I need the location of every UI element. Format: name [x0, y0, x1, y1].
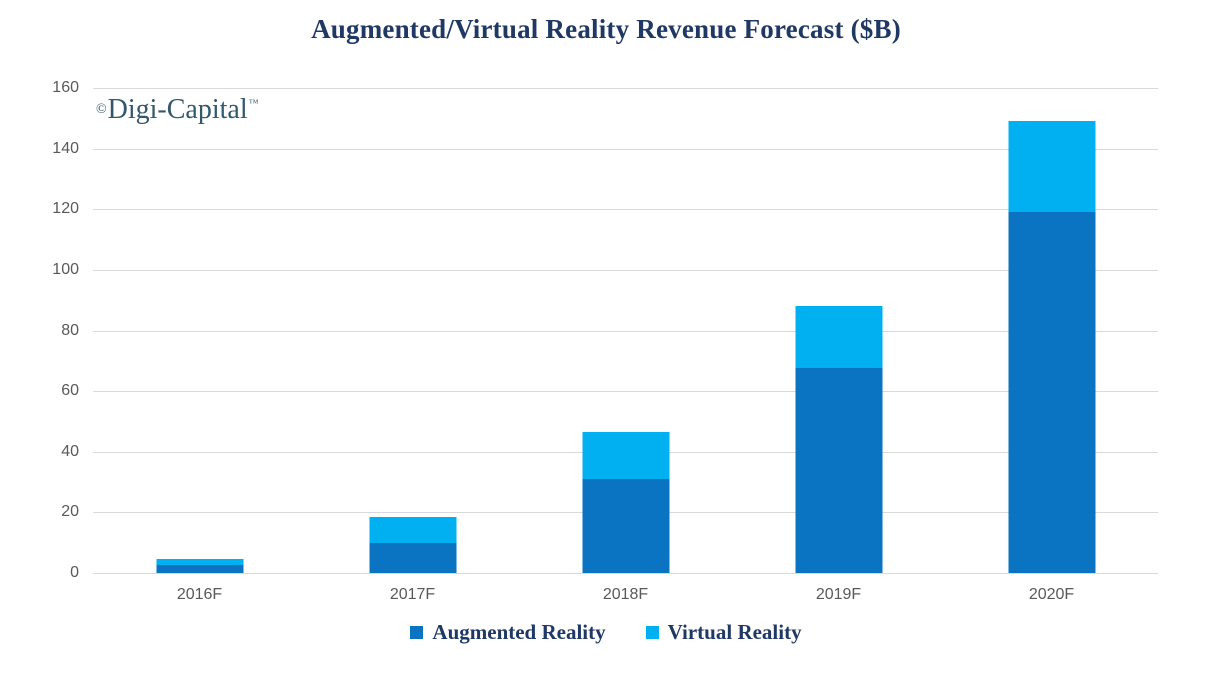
y-axis-tick-label-80: 80 — [61, 321, 79, 339]
gridline-0 — [93, 573, 1158, 574]
bar-segment-2020F-augmented-reality — [1008, 212, 1095, 573]
gridline-60 — [93, 391, 1158, 393]
bar-segment-2019F-virtual-reality — [795, 306, 882, 369]
x-axis-tick-label-2020F: 2020F — [1028, 586, 1075, 603]
y-axis-tick-label-20: 20 — [61, 503, 79, 521]
chart-legend: Augmented Reality Virtual Reality — [0, 620, 1212, 645]
bar-2016F — [156, 559, 243, 573]
bar-2017F — [369, 516, 456, 573]
gridline-140 — [93, 148, 1158, 150]
copyright-icon: © — [96, 102, 107, 117]
bar-segment-2018F-virtual-reality — [582, 432, 669, 480]
gridline-80 — [93, 330, 1158, 332]
bar-segment-2018F-augmented-reality — [582, 479, 669, 573]
virtual-reality-swatch-icon — [645, 626, 659, 639]
trademark-icon: ™ — [248, 98, 259, 109]
bar-2018F — [582, 432, 669, 573]
x-axis-tick-label-2019F: 2019F — [815, 586, 862, 603]
y-axis-tick-label-120: 120 — [52, 200, 79, 218]
x-axis-tick-label-2016F: 2016F — [176, 586, 223, 603]
y-axis-tick-label-140: 140 — [52, 139, 79, 157]
bar-segment-2020F-virtual-reality — [1008, 121, 1095, 213]
y-axis-tick-label-100: 100 — [52, 260, 79, 278]
bar-2019F — [795, 306, 882, 573]
y-axis-tick-label-160: 160 — [52, 79, 79, 96]
bar-segment-2017F-augmented-reality — [369, 542, 456, 573]
bar-segment-2016F-virtual-reality — [156, 559, 243, 566]
plot-area: 0 20 40 60 80 100 120 140 160 2016F 2017F 2018F 2019… — [52, 80, 1158, 603]
y-axis-tick-label-60: 60 — [61, 382, 79, 400]
chart-title: Augmented/Virtual Reality Revenue Foreca… — [311, 14, 901, 44]
gridline-100 — [93, 269, 1158, 271]
legend-label: Augmented Reality — [432, 620, 606, 644]
gridline-120 — [93, 209, 1158, 211]
bar-segment-2019F-augmented-reality — [795, 368, 882, 573]
legend-item-virtual-reality: Virtual Reality — [645, 620, 802, 645]
x-axis-tick-label-2018F: 2018F — [602, 586, 649, 603]
watermark-brand: Digi-Capital — [107, 94, 248, 125]
legend-label: Virtual Reality — [667, 620, 802, 644]
x-axis-tick-label-2017F: 2017F — [389, 586, 436, 603]
gridline-160 — [93, 88, 1158, 89]
digi-capital-watermark: ©Digi-Capital™ — [96, 94, 258, 126]
y-axis-tick-label-40: 40 — [61, 442, 79, 460]
bar-2020F — [1008, 121, 1095, 573]
bar-segment-2017F-virtual-reality — [369, 516, 456, 543]
legend-item-augmented-reality: Augmented Reality — [410, 620, 606, 645]
bar-segment-2016F-augmented-reality — [156, 565, 243, 573]
augmented-reality-swatch-icon — [410, 626, 424, 639]
y-axis-tick-label-0: 0 — [70, 564, 79, 581]
